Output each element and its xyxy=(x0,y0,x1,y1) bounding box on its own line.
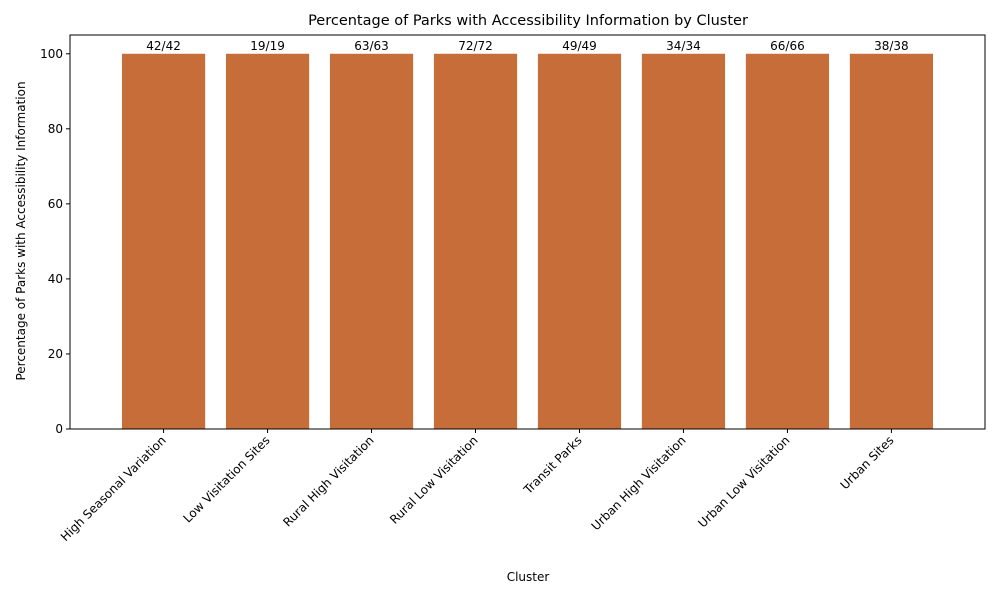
x-tick-label: Low Visitation Sites xyxy=(180,433,272,525)
bar xyxy=(329,53,414,430)
y-tick-label: 60 xyxy=(48,197,63,211)
y-axis-label: Percentage of Parks with Accessibility I… xyxy=(14,81,28,380)
y-tick-label: 0 xyxy=(55,422,63,436)
x-tick-label: High Seasonal Variation xyxy=(58,433,169,544)
bar xyxy=(537,53,622,430)
bar xyxy=(121,53,206,430)
bar-data-label: 34/34 xyxy=(666,39,701,53)
x-tick-label: Urban Sites xyxy=(838,433,897,492)
x-tick-label: Transit Parks xyxy=(520,433,584,497)
bar-data-label: 49/49 xyxy=(562,39,597,53)
x-tick-label: Urban High Visitation xyxy=(589,433,689,533)
bar xyxy=(849,53,934,430)
y-tick-label: 40 xyxy=(48,272,63,286)
bar xyxy=(641,53,726,430)
bar-data-label: 66/66 xyxy=(770,39,805,53)
bar-data-label: 63/63 xyxy=(354,39,389,53)
bar xyxy=(745,53,830,430)
bar-data-label: 42/42 xyxy=(146,39,181,53)
plot-frame xyxy=(69,34,986,430)
y-tick-label: 80 xyxy=(48,122,63,136)
y-tick-label: 100 xyxy=(40,47,63,61)
x-tick-label: Urban Low Visitation xyxy=(695,433,792,530)
bar xyxy=(225,53,310,430)
y-tick-label: 20 xyxy=(48,347,63,361)
bar xyxy=(433,53,518,430)
bar-data-label: 19/19 xyxy=(250,39,285,53)
x-axis-label: Cluster xyxy=(507,570,550,584)
x-tick-label: Rural Low Visitation xyxy=(387,433,480,526)
x-tick-label: Rural High Visitation xyxy=(280,433,376,529)
bar-data-label: 72/72 xyxy=(458,39,493,53)
chart-title: Percentage of Parks with Accessibility I… xyxy=(308,13,748,29)
plot-area: 42/42 High Seasonal Variation 19/19 Low Vis… xyxy=(40,34,986,544)
bar-data-label: 38/38 xyxy=(874,39,909,53)
